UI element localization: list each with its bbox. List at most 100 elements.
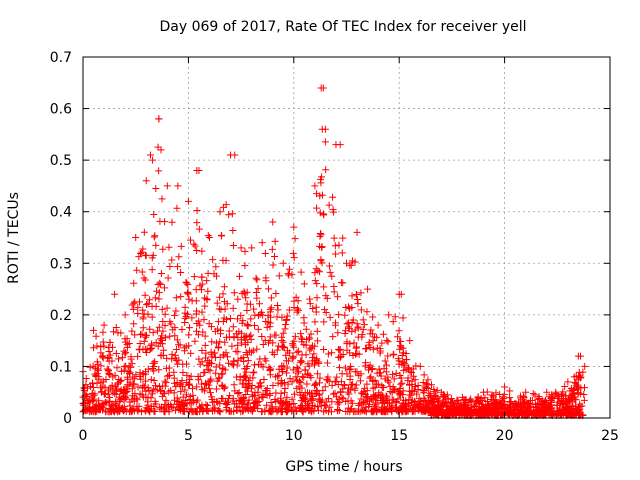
data-point xyxy=(575,372,583,380)
data-point xyxy=(294,297,302,305)
data-point xyxy=(151,232,159,240)
data-point xyxy=(165,388,173,396)
data-point xyxy=(234,295,242,303)
data-point xyxy=(190,240,198,248)
data-point xyxy=(493,401,501,409)
data-point xyxy=(97,362,105,370)
data-point xyxy=(241,262,249,270)
data-point xyxy=(201,332,209,340)
data-point xyxy=(190,273,198,281)
data-point xyxy=(337,378,345,386)
data-point xyxy=(353,228,361,236)
data-point xyxy=(300,314,308,322)
data-point xyxy=(306,334,314,342)
data-point xyxy=(166,263,174,271)
data-point xyxy=(150,233,158,241)
data-point xyxy=(82,375,90,383)
data-point xyxy=(154,327,162,335)
data-point xyxy=(289,341,297,349)
data-point xyxy=(133,266,141,274)
data-point xyxy=(377,390,385,398)
data-point xyxy=(325,377,333,385)
data-point xyxy=(293,407,301,415)
data-point xyxy=(328,381,336,389)
data-point xyxy=(342,327,350,335)
data-point xyxy=(196,282,204,290)
data-point xyxy=(548,410,556,418)
data-point xyxy=(177,388,185,396)
data-point xyxy=(198,346,206,354)
data-point xyxy=(160,284,168,292)
data-point xyxy=(550,409,558,417)
data-point xyxy=(185,295,193,303)
data-point xyxy=(430,406,438,414)
data-point xyxy=(346,305,354,313)
data-point xyxy=(294,367,302,375)
data-point xyxy=(297,330,305,338)
data-point xyxy=(88,396,96,404)
data-point xyxy=(261,249,269,257)
data-point xyxy=(517,400,525,408)
data-point xyxy=(259,363,267,371)
data-point xyxy=(127,363,135,371)
data-point xyxy=(254,401,262,409)
data-point xyxy=(343,259,350,267)
data-point xyxy=(94,366,102,374)
data-point xyxy=(394,355,402,363)
data-point xyxy=(399,358,407,366)
data-point xyxy=(198,308,206,316)
data-point xyxy=(271,396,279,404)
data-point xyxy=(400,366,408,374)
data-point xyxy=(331,389,339,397)
data-point xyxy=(147,376,155,384)
data-point xyxy=(158,195,166,203)
data-point xyxy=(290,303,298,311)
data-point xyxy=(191,337,199,345)
data-point xyxy=(295,347,303,355)
data-point xyxy=(483,397,491,405)
data-point xyxy=(336,346,344,354)
data-point xyxy=(218,382,226,390)
data-point xyxy=(405,387,413,395)
data-point xyxy=(454,397,462,405)
data-point xyxy=(115,375,123,383)
data-point xyxy=(265,285,273,293)
data-point xyxy=(353,296,361,304)
data-point xyxy=(262,274,270,282)
data-point xyxy=(289,366,297,374)
data-point xyxy=(411,383,419,391)
data-point xyxy=(100,321,108,329)
data-point xyxy=(92,371,100,379)
data-point xyxy=(363,394,371,402)
data-point xyxy=(395,360,403,368)
data-point xyxy=(183,399,191,407)
data-point xyxy=(193,247,201,255)
data-point xyxy=(385,311,393,319)
data-point xyxy=(335,395,343,403)
data-point xyxy=(565,410,573,418)
data-point xyxy=(159,245,167,253)
data-point xyxy=(397,404,405,412)
data-point xyxy=(154,280,162,288)
data-point xyxy=(286,265,294,273)
data-point xyxy=(561,383,569,391)
data-point xyxy=(272,290,280,298)
data-point xyxy=(211,327,219,335)
data-point xyxy=(300,373,308,381)
data-point xyxy=(501,383,509,391)
data-point xyxy=(263,387,271,395)
data-point xyxy=(240,288,248,296)
data-point xyxy=(336,346,344,354)
data-point xyxy=(283,312,291,320)
data-point xyxy=(279,329,287,337)
data-point xyxy=(566,398,574,406)
data-point xyxy=(313,327,321,335)
data-point xyxy=(390,375,398,383)
data-point xyxy=(128,327,136,335)
data-point xyxy=(278,363,286,371)
data-point xyxy=(161,310,169,318)
data-point xyxy=(251,389,259,397)
data-point xyxy=(130,279,138,287)
data-point xyxy=(147,345,155,353)
data-point xyxy=(291,235,299,243)
